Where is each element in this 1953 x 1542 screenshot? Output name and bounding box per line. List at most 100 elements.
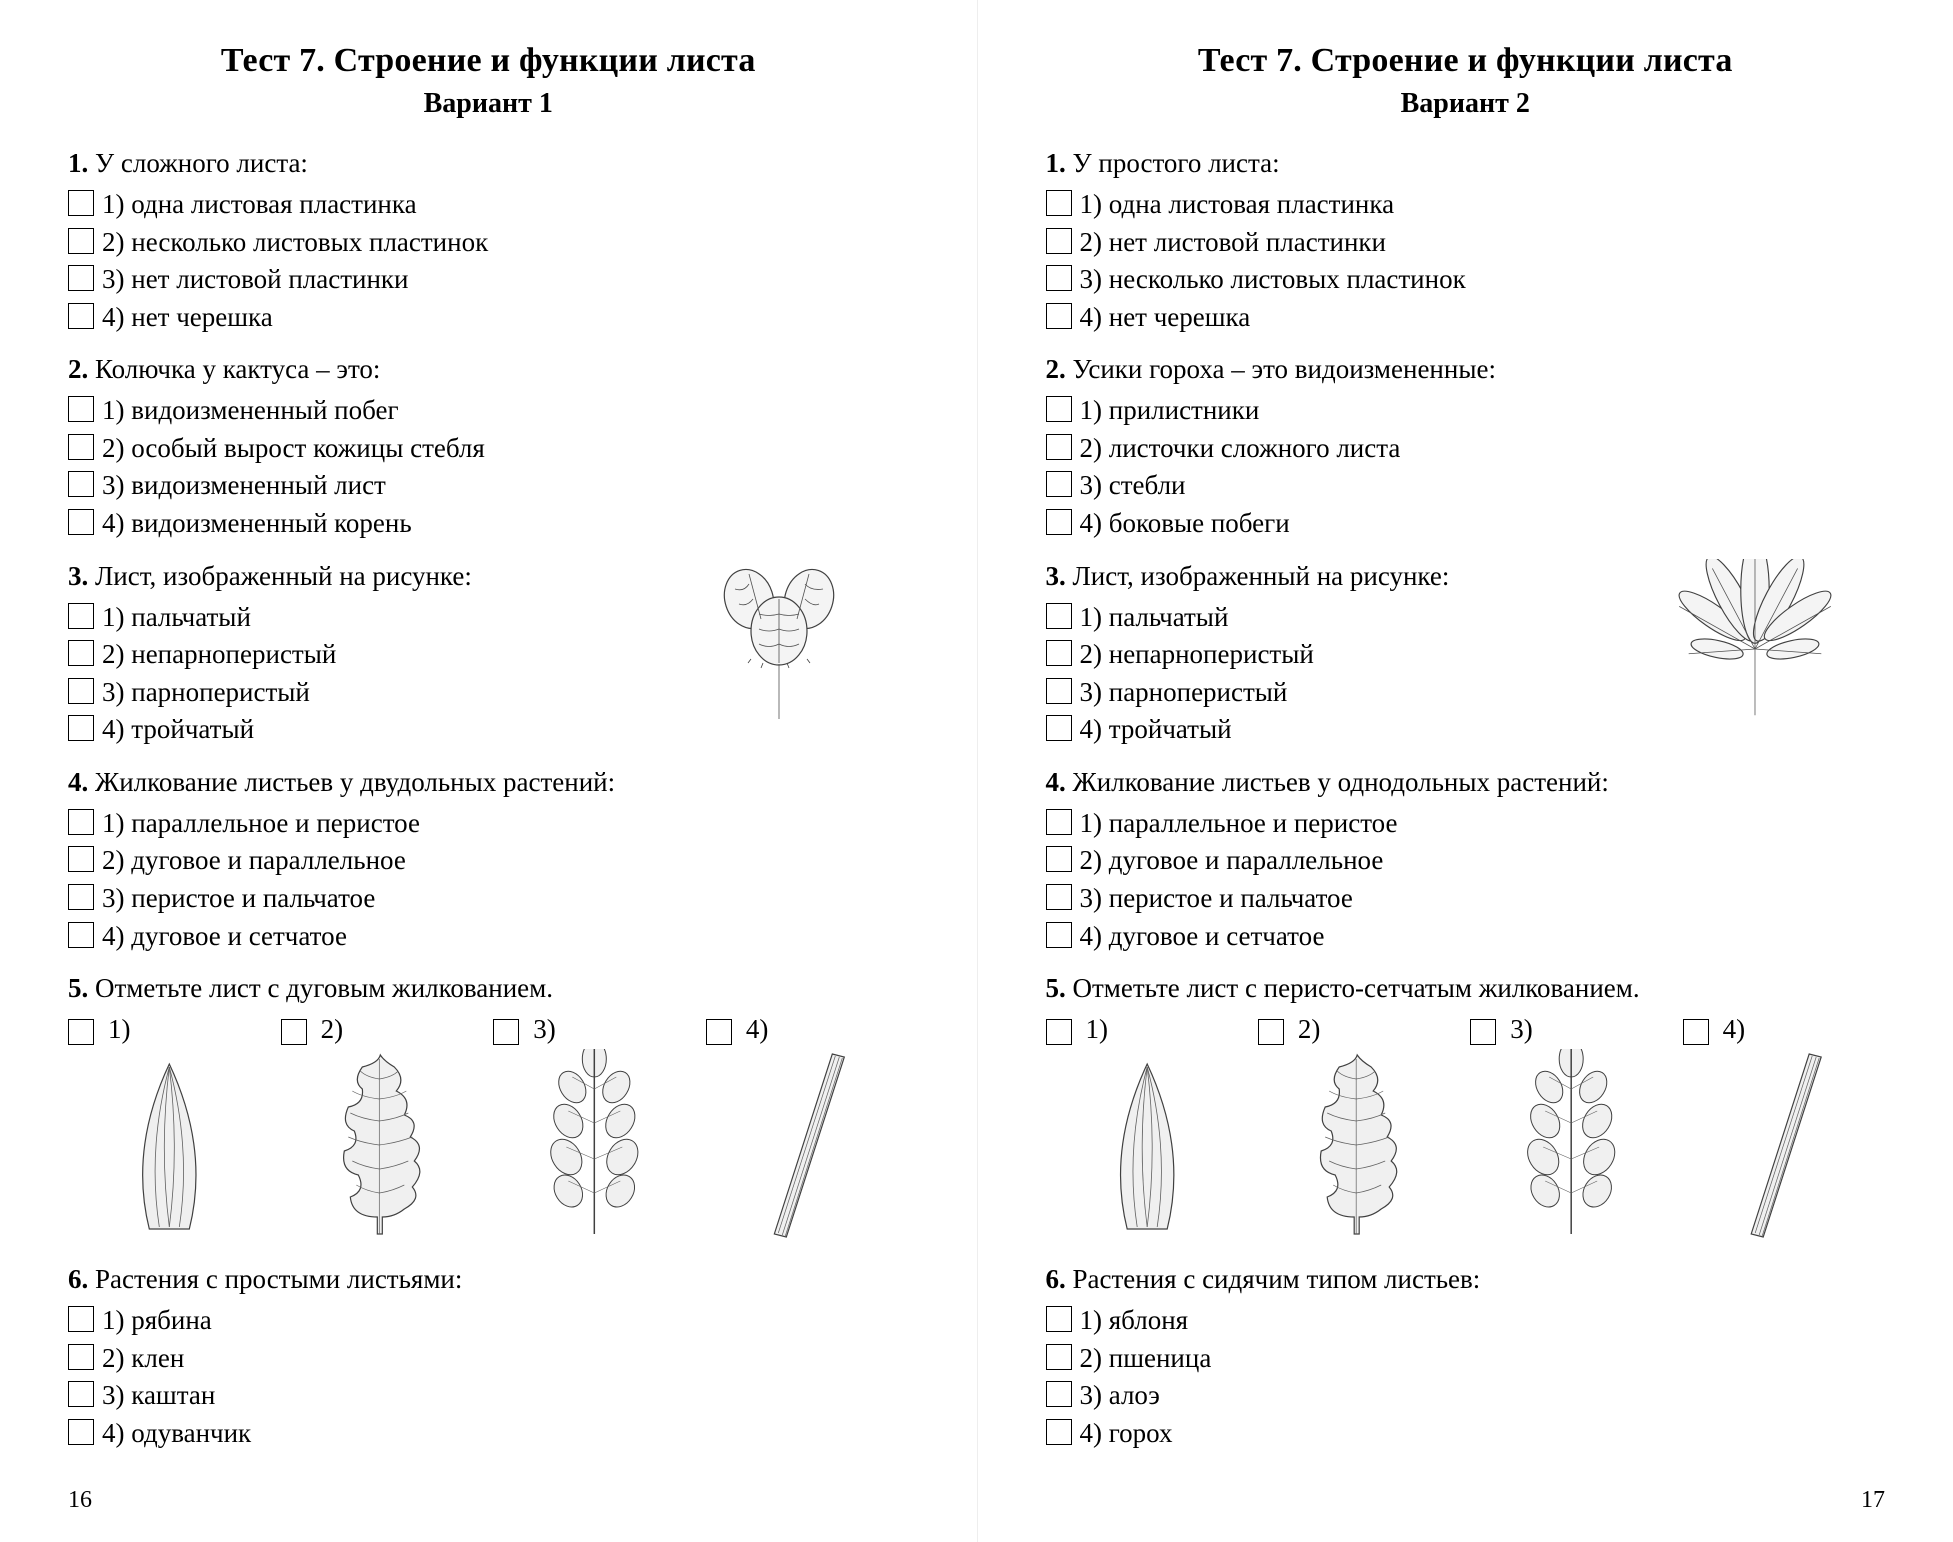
checkbox[interactable] bbox=[1470, 1019, 1496, 1045]
checkbox[interactable] bbox=[281, 1019, 307, 1045]
leaf-lanceolate-icon bbox=[1046, 1049, 1248, 1239]
checkbox[interactable] bbox=[1046, 603, 1072, 629]
option: 3) каштан bbox=[68, 1378, 909, 1413]
checkbox[interactable] bbox=[68, 434, 94, 460]
checkbox[interactable] bbox=[1046, 1019, 1072, 1045]
option: 2) клен bbox=[68, 1341, 909, 1376]
checkbox[interactable] bbox=[1046, 471, 1072, 497]
checkbox[interactable] bbox=[68, 846, 94, 872]
question-text: 6. Растения с сидячим типом листьев: bbox=[1046, 1262, 1886, 1297]
option: 4) нет черешка bbox=[1046, 300, 1886, 335]
leaf-oak-icon bbox=[281, 1049, 484, 1239]
checkbox[interactable] bbox=[68, 1381, 94, 1407]
option: 1) одна листовая пластинка bbox=[68, 187, 909, 222]
figure-4: 4) bbox=[706, 1014, 909, 1244]
checkbox[interactable] bbox=[68, 678, 94, 704]
checkbox[interactable] bbox=[1046, 509, 1072, 535]
checkbox[interactable] bbox=[1046, 228, 1072, 254]
figure-row: 1) 2) 3) 4) bbox=[1046, 1014, 1886, 1244]
checkbox[interactable] bbox=[68, 509, 94, 535]
checkbox[interactable] bbox=[1046, 1344, 1072, 1370]
checkbox[interactable] bbox=[706, 1019, 732, 1045]
leaf-pinnate-icon bbox=[493, 1049, 696, 1239]
figure-2: 2) bbox=[1258, 1014, 1460, 1244]
option: 3) перистое и пальчатое bbox=[68, 881, 909, 916]
option: 3) перистое и пальчатое bbox=[1046, 881, 1886, 916]
right-page: Тест 7. Строение и функции листа Вариант… bbox=[977, 0, 1953, 1542]
question-1: 1. У простого листа: 1) одна листовая пл… bbox=[1046, 146, 1886, 334]
checkbox[interactable] bbox=[68, 471, 94, 497]
option: 2) пшеница bbox=[1046, 1341, 1886, 1376]
checkbox[interactable] bbox=[68, 715, 94, 741]
option: 2) несколько листовых пластинок bbox=[68, 225, 909, 260]
question-3: 3. Лист, изображенный на рисунке: 1) пал… bbox=[1046, 559, 1886, 747]
checkbox[interactable] bbox=[1046, 396, 1072, 422]
checkbox[interactable] bbox=[1046, 1306, 1072, 1332]
option: 2) листочки сложного листа bbox=[1046, 431, 1886, 466]
checkbox[interactable] bbox=[68, 603, 94, 629]
checkbox[interactable] bbox=[68, 809, 94, 835]
checkbox[interactable] bbox=[1046, 1381, 1072, 1407]
page-number: 16 bbox=[68, 1487, 92, 1514]
checkbox[interactable] bbox=[68, 922, 94, 948]
variant-subtitle: Вариант 1 bbox=[68, 88, 909, 120]
leaf-lanceolate-icon bbox=[68, 1049, 271, 1239]
option: 1) параллельное и перистое bbox=[68, 806, 909, 841]
leaf-trifoliate-icon bbox=[689, 559, 869, 729]
leaf-pinnate-icon bbox=[1470, 1049, 1672, 1239]
checkbox[interactable] bbox=[1046, 640, 1072, 666]
checkbox[interactable] bbox=[1046, 809, 1072, 835]
option: 1) параллельное и перистое bbox=[1046, 806, 1886, 841]
question-text: 1. У простого листа: bbox=[1046, 146, 1886, 181]
option: 1) видоизмененный побег bbox=[68, 393, 909, 428]
checkbox[interactable] bbox=[493, 1019, 519, 1045]
figure-1: 1) bbox=[68, 1014, 271, 1244]
option: 4) дуговое и сетчатое bbox=[68, 919, 909, 954]
checkbox[interactable] bbox=[68, 1419, 94, 1445]
checkbox[interactable] bbox=[1046, 190, 1072, 216]
option: 4) дуговое и сетчатое bbox=[1046, 919, 1886, 954]
checkbox[interactable] bbox=[1046, 265, 1072, 291]
checkbox[interactable] bbox=[68, 884, 94, 910]
checkbox[interactable] bbox=[1683, 1019, 1709, 1045]
checkbox[interactable] bbox=[1046, 846, 1072, 872]
checkbox[interactable] bbox=[68, 190, 94, 216]
leaf-oak-icon bbox=[1258, 1049, 1460, 1239]
checkbox[interactable] bbox=[68, 1344, 94, 1370]
question-1: 1. У сложного листа: 1) одна листовая пл… bbox=[68, 146, 909, 334]
question-4: 4. Жилкование листьев у двудольных расте… bbox=[68, 765, 909, 953]
option: 4) нет черешка bbox=[68, 300, 909, 335]
checkbox[interactable] bbox=[1046, 678, 1072, 704]
checkbox[interactable] bbox=[68, 265, 94, 291]
checkbox[interactable] bbox=[1046, 884, 1072, 910]
checkbox[interactable] bbox=[1046, 922, 1072, 948]
option: 4) горох bbox=[1046, 1416, 1886, 1451]
option: 3) несколько листовых пластинок bbox=[1046, 262, 1886, 297]
figure-3: 3) bbox=[493, 1014, 696, 1244]
checkbox[interactable] bbox=[1258, 1019, 1284, 1045]
option: 3) видоизмененный лист bbox=[68, 468, 909, 503]
question-4: 4. Жилкование листьев у однодольных раст… bbox=[1046, 765, 1886, 953]
question-text: 2. Колючка у кактуса – это: bbox=[68, 352, 909, 387]
checkbox[interactable] bbox=[1046, 1419, 1072, 1445]
checkbox[interactable] bbox=[68, 228, 94, 254]
figure-2: 2) bbox=[281, 1014, 484, 1244]
checkbox[interactable] bbox=[68, 396, 94, 422]
option: 2) дуговое и параллельное bbox=[1046, 843, 1886, 878]
checkbox[interactable] bbox=[1046, 715, 1072, 741]
option: 1) одна листовая пластинка bbox=[1046, 187, 1886, 222]
question-2: 2. Усики гороха – это видоизмененные: 1)… bbox=[1046, 352, 1886, 540]
question-3: 3. Лист, изображенный на рисунке: 1) пал… bbox=[68, 559, 909, 747]
checkbox[interactable] bbox=[1046, 303, 1072, 329]
option: 2) нет листовой пластинки bbox=[1046, 225, 1886, 260]
checkbox[interactable] bbox=[68, 303, 94, 329]
option: 2) дуговое и параллельное bbox=[68, 843, 909, 878]
question-5: 5. Отметьте лист с дуговым жилкованием. … bbox=[68, 971, 909, 1244]
option: 1) яблоня bbox=[1046, 1303, 1886, 1338]
checkbox[interactable] bbox=[68, 1306, 94, 1332]
checkbox[interactable] bbox=[68, 640, 94, 666]
checkbox[interactable] bbox=[68, 1019, 94, 1045]
checkbox[interactable] bbox=[1046, 434, 1072, 460]
figure-4: 4) bbox=[1683, 1014, 1885, 1244]
question-text: 5. Отметьте лист с перисто-сетчатым жилк… bbox=[1046, 971, 1886, 1006]
